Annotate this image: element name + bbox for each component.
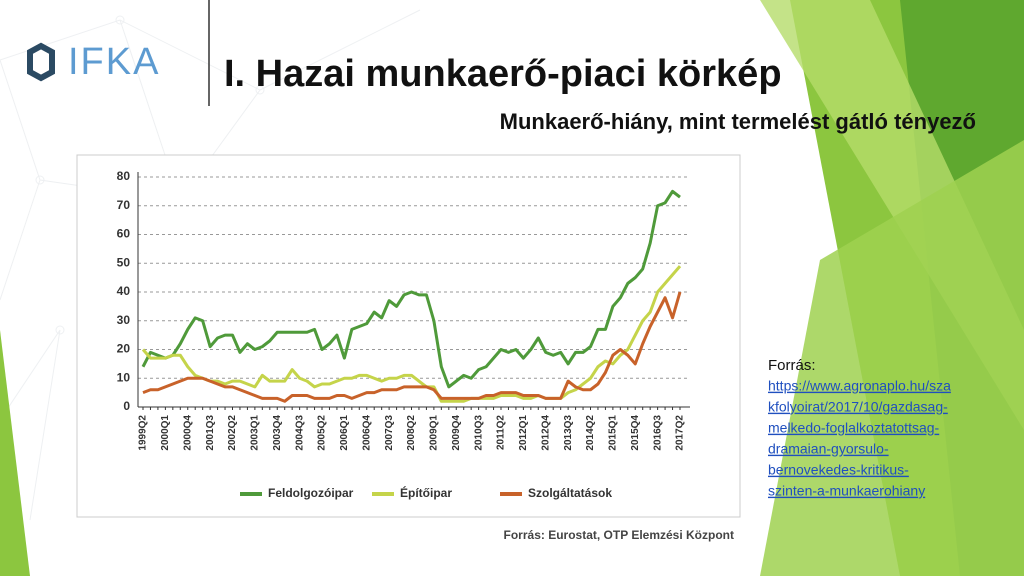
- x-tick-label: 2004Q3: [294, 415, 305, 451]
- reference-link[interactable]: kfolyoirat/2017/10/gazdasag-: [768, 399, 948, 415]
- y-tick-label: 0: [123, 399, 130, 413]
- chart-frame: [76, 154, 741, 518]
- y-tick-label: 10: [117, 370, 131, 384]
- series-line: [142, 291, 682, 403]
- x-tick-label: 2003Q4: [272, 415, 283, 451]
- series-line: [141, 189, 681, 389]
- reference-link[interactable]: melkedo-foglalkoztatottsag-: [768, 420, 940, 436]
- x-tick-label: 2012Q4: [540, 415, 551, 451]
- y-tick-label: 30: [117, 313, 131, 327]
- x-tick-label: 2012Q1: [518, 415, 529, 451]
- x-tick-label: 2003Q1: [250, 415, 261, 451]
- x-tick-label: 2010Q3: [473, 415, 484, 451]
- x-tick-label: 2001Q3: [205, 415, 216, 451]
- legend-label: Építőipar: [400, 485, 452, 500]
- slide-title: I. Hazai munkaerő-piaci körkép: [224, 53, 782, 95]
- y-tick-label: 60: [117, 227, 131, 241]
- x-tick-label: 2017Q2: [675, 415, 686, 451]
- x-tick-label: 2011Q2: [496, 415, 507, 450]
- y-tick-label: 50: [117, 255, 131, 269]
- logo-mark: [27, 42, 55, 82]
- x-tick-label: 2006Q1: [339, 415, 350, 451]
- x-tick-label: 2015Q4: [630, 415, 641, 451]
- chart-source: Forrás: Eurostat, OTP Elemzési Központ: [504, 528, 734, 542]
- reference-label: Forrás:: [768, 357, 816, 374]
- y-tick-label: 20: [117, 342, 131, 356]
- x-tick-label: 2006Q4: [361, 415, 372, 451]
- slide-subtitle: Munkaerő-hiány, mint termelést gátló tén…: [500, 109, 976, 134]
- x-tick-label: 1999Q2: [138, 415, 149, 451]
- y-tick-label: 40: [117, 284, 131, 298]
- x-tick-label: 2016Q3: [652, 415, 663, 451]
- x-tick-label: 2009Q4: [451, 415, 462, 451]
- reference-link[interactable]: dramaian-gyorsulo-: [768, 441, 889, 457]
- series-line: [141, 265, 682, 403]
- x-tick-label: 2000Q1: [160, 415, 171, 451]
- x-tick-label: 2015Q1: [608, 415, 619, 451]
- x-tick-label: 2002Q2: [227, 415, 238, 451]
- x-tick-label: 2014Q2: [585, 415, 596, 451]
- x-tick-label: 2005Q2: [317, 415, 328, 451]
- x-tick-label: 2008Q2: [406, 415, 417, 451]
- reference-link[interactable]: bernovekedes-kritikus-: [768, 462, 909, 478]
- x-tick-label: 2013Q3: [563, 415, 574, 451]
- y-tick-label: 80: [117, 169, 131, 183]
- legend-label: Feldolgozóipar: [268, 486, 354, 500]
- x-tick-label: 2000Q4: [182, 415, 193, 451]
- y-tick-label: 70: [117, 198, 131, 212]
- reference-link[interactable]: https://www.agronaplo.hu/sza: [768, 378, 951, 394]
- x-tick-label: 2009Q1: [429, 415, 440, 451]
- reference-link[interactable]: szinten-a-munkaerohiany: [768, 483, 925, 499]
- logo-text: IFKA: [68, 41, 160, 83]
- legend-label: Szolgáltatások: [528, 486, 612, 500]
- x-tick-label: 2007Q3: [384, 415, 395, 451]
